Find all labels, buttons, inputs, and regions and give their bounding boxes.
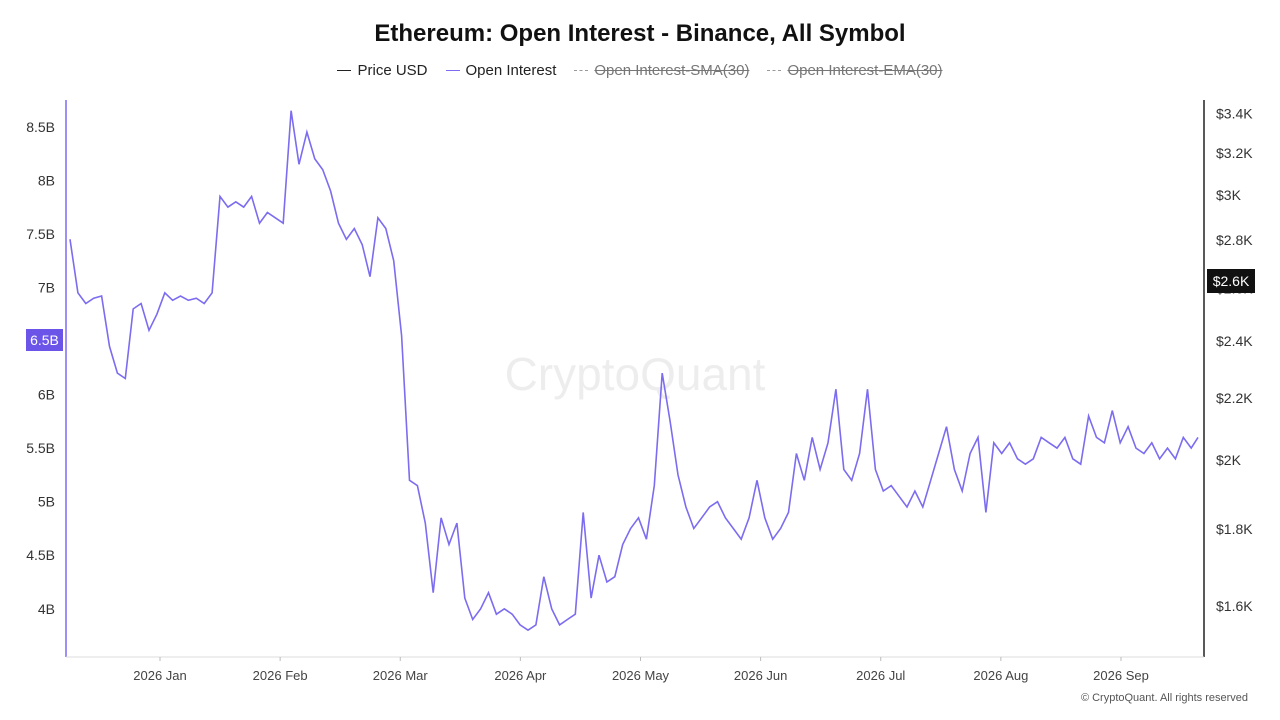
x-tick-label: 2026 Jun (734, 668, 788, 683)
y-left-tick-label: 8.5B (26, 119, 55, 135)
x-axis-ticks: 2026 Jan 2026 Feb 2026 Mar 2026 Apr 2026 May… (133, 657, 1149, 683)
y-right-tick-label: $2.2K (1216, 390, 1253, 406)
y-right-tick-label: $2K (1216, 452, 1242, 468)
badge-open-interest-bg (26, 329, 63, 351)
y-left-tick-label: 4B (38, 601, 55, 617)
legend-item-open-interest[interactable]: Open Interest (445, 62, 557, 79)
x-tick-label: 2026 Feb (253, 668, 308, 683)
y-left-tick-label: 5.5B (26, 440, 55, 456)
legend-item-price[interactable]: Price USD (337, 62, 428, 79)
x-tick-label: 2026 Aug (973, 668, 1028, 683)
x-tick-label: 2026 Apr (494, 668, 547, 683)
chart-title: Ethereum: Open Interest - Binance, All S… (374, 20, 906, 47)
legend-label-oi-sma30: Open Interest-SMA(30) (594, 62, 750, 79)
y-left-tick-label: 4.5B (26, 547, 55, 563)
y-left-tick-label: 5B (38, 494, 55, 510)
y-left-tick-label: 6B (38, 387, 55, 403)
badge-price: $2.6K (1207, 269, 1255, 293)
badge-open-interest: 6.5B (26, 329, 63, 351)
x-tick-label: 2026 Jan (133, 668, 187, 683)
y-right-tick-label: $3K (1216, 187, 1242, 203)
legend-swatch-oi-sma30 (574, 70, 589, 71)
legend: Price USD Open Interest Open Interest-SM… (0, 62, 1280, 79)
legend-item-oi-ema30[interactable]: Open Interest-EMA(30) (767, 62, 943, 79)
y-right-tick-label: $3.2K (1216, 145, 1253, 161)
badge-open-interest-text: 6.5B (30, 332, 59, 348)
legend-swatch-open-interest (445, 70, 460, 71)
watermark: CryptoQuant (505, 348, 766, 400)
right-axis-ticks: $3.4K $3.2K $3K $2.8K $2.6K $2.4K $2.2K $2K $1.8… (1216, 105, 1253, 614)
y-right-tick-label: $1.8K (1216, 521, 1253, 537)
y-left-tick-label: 7B (38, 279, 55, 295)
legend-label-open-interest: Open Interest (465, 62, 557, 79)
y-right-tick-label: $3.4K (1216, 105, 1253, 121)
legend-swatch-oi-ema30 (767, 70, 782, 71)
x-tick-label: 2026 May (612, 668, 670, 683)
legend-label-oi-ema30: Open Interest-EMA(30) (787, 62, 943, 79)
y-left-tick-label: 8B (38, 172, 55, 188)
badge-price-bg (1207, 269, 1255, 293)
y-right-tick-label: $2.4K (1216, 333, 1253, 349)
x-tick-label: 2026 Mar (373, 668, 429, 683)
series-line-open-interest (69, 110, 1199, 632)
y-right-tick-label: $1.6K (1216, 598, 1253, 614)
y-left-tick-label: 7.5B (26, 226, 55, 242)
x-tick-label: 2026 Sep (1093, 668, 1149, 683)
x-tick-label: 2026 Jul (856, 668, 905, 683)
legend-item-oi-sma30[interactable]: Open Interest-SMA(30) (574, 62, 749, 79)
legend-swatch-price (337, 70, 352, 71)
badge-price-text: $2.6K (1213, 273, 1250, 289)
y-right-tick-label: $2.8K (1216, 232, 1253, 248)
legend-label-price: Price USD (357, 62, 428, 79)
copyright-notice: © CryptoQuant. All rights reserved (1080, 692, 1248, 704)
